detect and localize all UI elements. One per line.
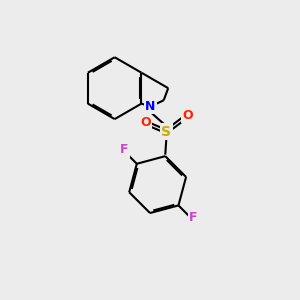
Text: S: S [161, 124, 172, 139]
Text: F: F [189, 212, 198, 224]
Text: F: F [120, 143, 129, 156]
Text: O: O [140, 116, 151, 129]
Text: N: N [145, 100, 155, 113]
Text: O: O [182, 109, 193, 122]
